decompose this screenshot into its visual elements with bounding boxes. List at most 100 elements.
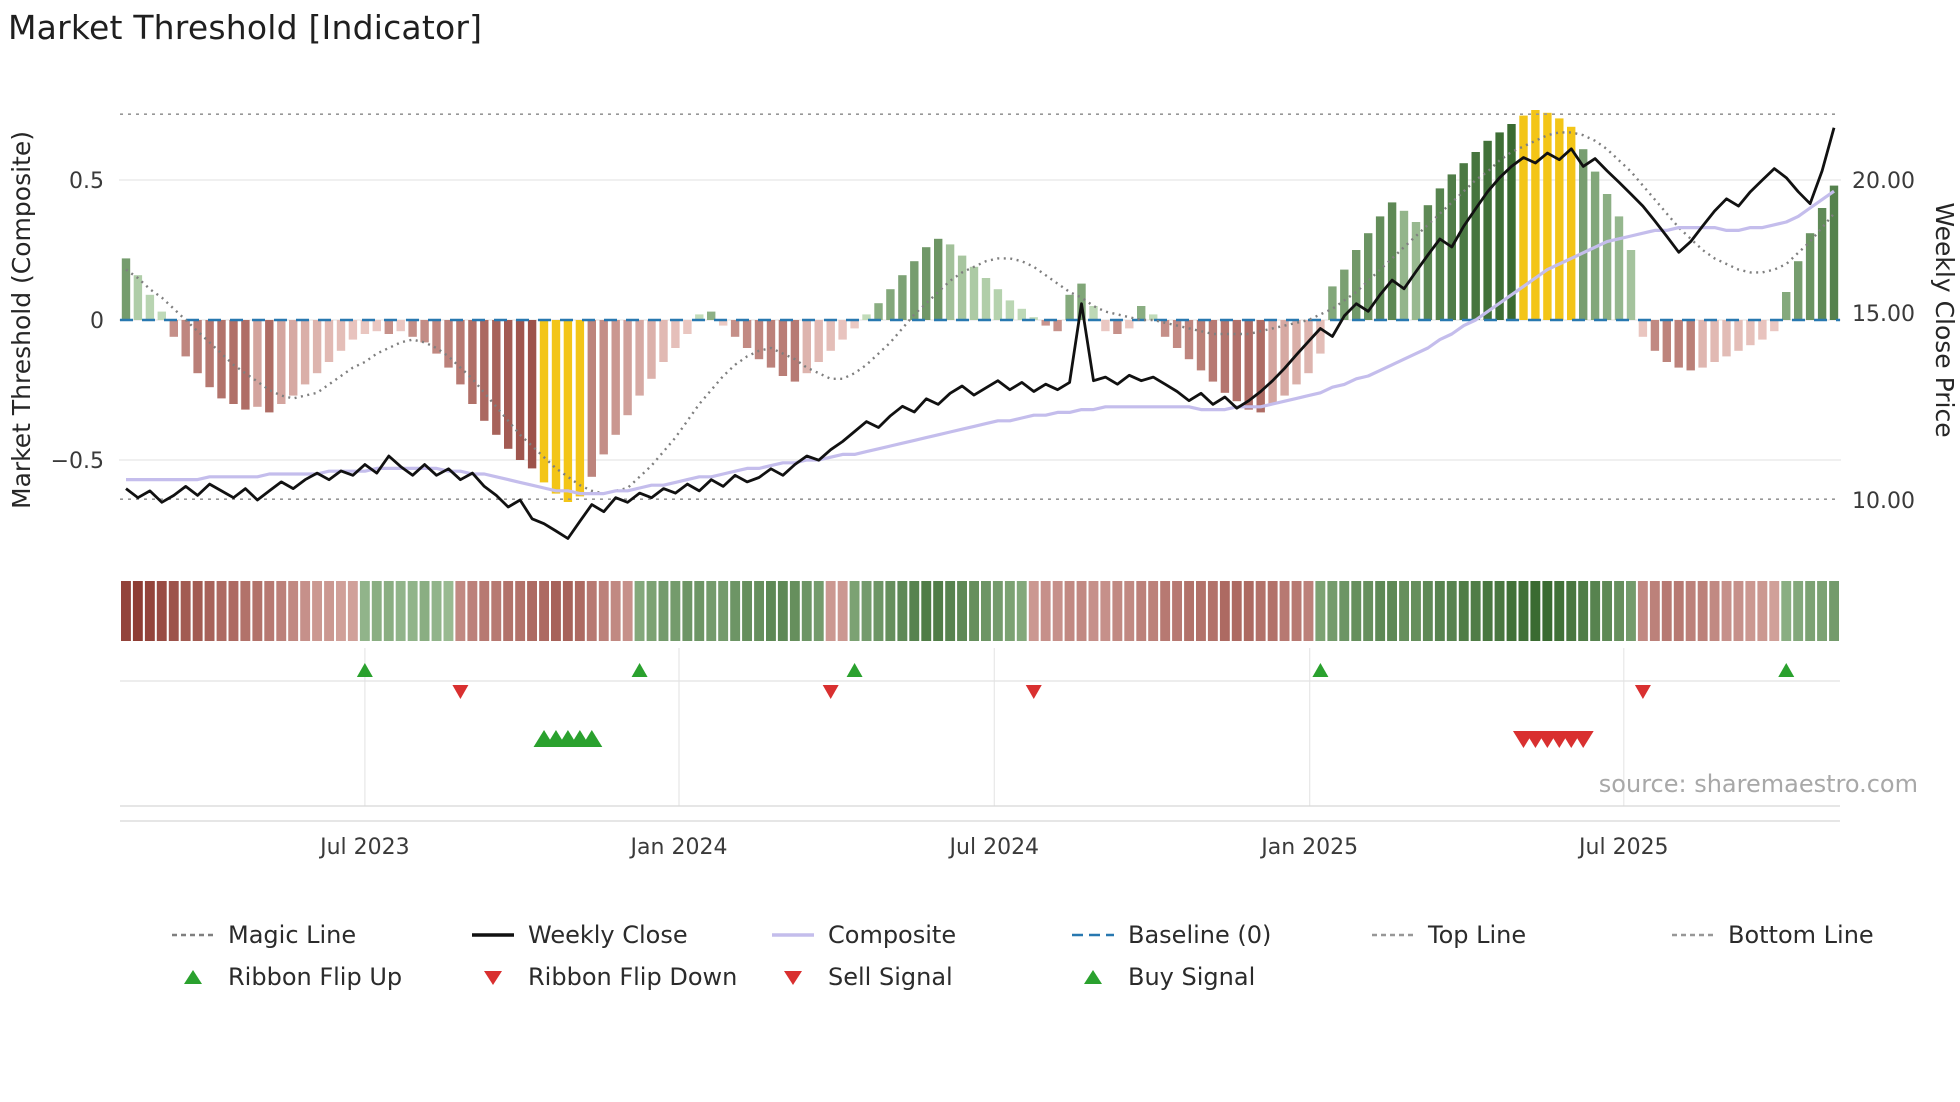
threshold-bar: [217, 320, 226, 399]
ribbon-cell: [539, 581, 549, 641]
threshold-bar: [492, 320, 501, 435]
ribbon-cell: [1817, 581, 1827, 641]
ribbon-cell: [359, 581, 370, 641]
triangle-up-icon: [1084, 970, 1102, 984]
ribbon-cell: [981, 581, 991, 641]
ribbon-cell: [1387, 581, 1397, 641]
threshold-bar: [193, 320, 202, 374]
ribbon-cell: [1769, 581, 1780, 641]
ribbon-flip-up-marker: [631, 663, 648, 677]
ribbon-cell: [1649, 581, 1660, 641]
legend-item-sell-signal: Sell Signal: [770, 962, 1070, 992]
weekly-close-line: [125, 127, 1836, 540]
threshold-bar: [1543, 112, 1552, 320]
threshold-bar: [1519, 115, 1528, 320]
threshold-bar: [575, 320, 585, 497]
threshold-bar: [1722, 320, 1731, 357]
ribbon-cell: [718, 581, 729, 641]
ribbon-cell: [1494, 581, 1505, 641]
ribbon-cell: [622, 581, 633, 641]
ribbon-cell: [431, 581, 442, 641]
ribbon-cell: [1207, 581, 1218, 641]
threshold-bar: [169, 320, 178, 337]
threshold-bar: [1196, 320, 1206, 371]
ribbon-cell: [240, 581, 251, 641]
x-axis-tick-label: Jan 2024: [629, 835, 728, 860]
threshold-bar: [1328, 286, 1337, 320]
threshold-bar: [1758, 320, 1767, 340]
ribbon-flip-up-marker: [1778, 663, 1795, 677]
ribbon-cell: [1661, 581, 1672, 641]
ribbon-cell: [1363, 581, 1374, 641]
ribbon-cell: [1004, 581, 1015, 641]
ribbon-cell: [1315, 581, 1326, 641]
ribbon-cell: [754, 581, 764, 641]
threshold-bar: [1375, 216, 1385, 320]
threshold-bar: [157, 311, 166, 320]
threshold-bar: [384, 320, 393, 334]
threshold-bar: [1686, 320, 1695, 371]
threshold-bar: [1268, 320, 1277, 404]
threshold-bar: [611, 320, 620, 435]
threshold-bar: [1101, 320, 1110, 332]
ribbon-cell: [264, 581, 275, 641]
ribbon-cell: [1554, 581, 1565, 641]
x-axis-tick-label: Jul 2025: [1577, 835, 1669, 860]
ribbon-cell: [1506, 581, 1517, 641]
threshold-bar: [1292, 320, 1301, 385]
threshold-bar: [981, 278, 991, 320]
threshold-bar: [1662, 320, 1671, 362]
threshold-bar: [1746, 320, 1755, 346]
threshold-bar: [563, 320, 573, 502]
ribbon-cell: [682, 581, 693, 641]
threshold-bar: [969, 266, 979, 320]
ribbon-cell: [1231, 581, 1242, 641]
triangle-down-icon: [484, 971, 502, 985]
ribbon-cell: [1028, 581, 1039, 641]
threshold-bar: [1567, 126, 1576, 320]
threshold-bar: [695, 314, 704, 320]
legend-item-label: Composite: [828, 921, 957, 949]
threshold-bar: [790, 320, 800, 382]
threshold-bar: [1495, 132, 1504, 320]
threshold-bar: [1125, 320, 1134, 329]
threshold-bar: [504, 320, 513, 449]
ribbon-cell: [1267, 581, 1278, 641]
threshold-bar: [898, 275, 907, 320]
threshold-bar: [730, 320, 740, 337]
ribbon-cell: [1721, 581, 1732, 641]
threshold-bar: [1794, 261, 1803, 320]
ribbon-cell: [598, 581, 609, 641]
triangle-down-icon: [784, 971, 802, 985]
ribbon-cell: [515, 581, 526, 641]
legend-item-composite: Composite: [770, 920, 1070, 950]
ribbon-cell: [837, 581, 848, 641]
threshold-bar: [993, 289, 1003, 320]
threshold-bar: [1626, 250, 1636, 320]
ribbon-cell: [909, 581, 920, 641]
ribbon-cell: [1637, 581, 1648, 641]
threshold-bar: [372, 320, 381, 332]
ribbon-cell: [1279, 581, 1290, 641]
legend: Magic Line Weekly Close Composite Baseline …: [170, 920, 1960, 992]
legend-item-baseline-0: Baseline (0): [1070, 920, 1370, 950]
ribbon-cell: [957, 581, 967, 641]
ribbon-cell: [1399, 581, 1409, 641]
threshold-bar: [1089, 306, 1098, 320]
ribbon-cell: [1781, 581, 1792, 641]
ribbon-cell: [383, 581, 394, 641]
ribbon-cell: [1673, 581, 1684, 641]
ribbon-cell: [1411, 581, 1421, 641]
ribbon-flip-up-marker: [356, 663, 373, 677]
ribbon-cell: [1184, 581, 1194, 641]
threshold-bars: [121, 110, 1839, 502]
ribbon-cell: [156, 581, 167, 641]
right-axis-tick-label: 15.00: [1852, 302, 1915, 327]
ribbon-cell: [1076, 581, 1087, 641]
threshold-bar: [241, 320, 250, 410]
threshold-bar: [480, 320, 489, 421]
threshold-bar: [599, 320, 608, 455]
ribbon-cell: [933, 581, 944, 641]
ribbon-flip-down-marker: [452, 685, 469, 699]
ribbon-cell: [670, 581, 681, 641]
